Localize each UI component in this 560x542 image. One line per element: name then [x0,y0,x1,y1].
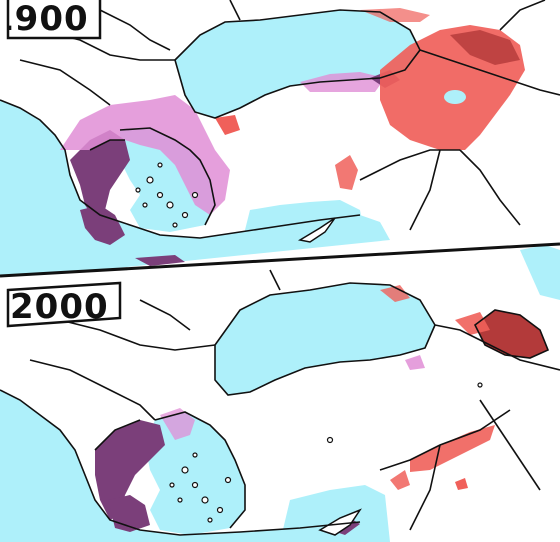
aegean-sea-2000 [145,412,245,535]
map-panel-1900 [0,0,560,276]
cyprus-island [297,217,336,243]
greek-light-istanbul-2000 [405,355,425,370]
year-box-2000: 2000 [6,281,122,328]
greek-dark-area-2000 [95,420,165,520]
lake-van [444,90,466,104]
country-borders-1900 [0,0,560,239]
greek-dark-crete [135,255,185,266]
aegean-islands-1900 [135,162,199,228]
armenian-red-caucasus-2000 [455,312,490,335]
armenian-red-syria-2000 [410,425,495,472]
greek-dark-area [70,130,130,220]
armenian-red-spot-1 [335,155,358,190]
year-label-2000: 2000 [10,287,109,327]
levant-sea [240,200,365,250]
armenian-red-spot-2 [215,115,240,135]
greek-light-pontus [300,72,385,92]
armenian-red-lebanon-2000 [390,470,410,490]
aegean-islands-2000 [169,382,483,523]
armenian-dark-caucasus [450,30,520,65]
year-box-1900: 1900 [0,0,102,40]
armenian-red-spot-2000 [455,478,468,490]
country-borders-2000 [0,269,560,536]
caspian-sea-2000 [520,245,560,300]
cyprus-island-2000 [318,508,362,536]
black-sea [175,10,420,118]
greek-dark-peloponnese [80,205,125,245]
armenian-red-top-2000 [380,285,410,302]
greek-light-area [60,95,230,215]
panel-divider [0,242,560,278]
black-sea-2000 [215,283,435,395]
year-label-1900: 1900 [0,0,89,39]
